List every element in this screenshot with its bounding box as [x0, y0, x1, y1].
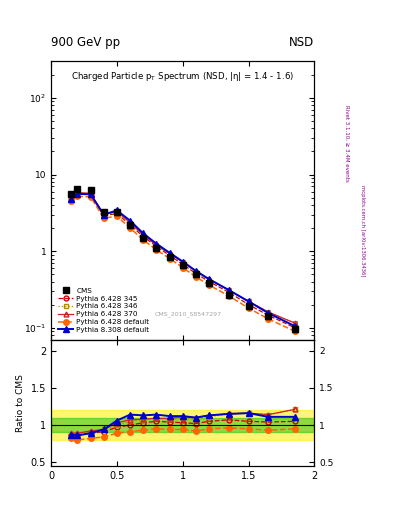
Bar: [51, 418, 314, 433]
Text: Charged Particle $\mathregular{p_T}$ Spectrum (NSD, $\mathregular{|\eta|}$ = 1.4: Charged Particle $\mathregular{p_T}$ Spe…: [71, 70, 294, 83]
Text: CMS_2010_S8547297: CMS_2010_S8547297: [154, 312, 222, 317]
Text: NSD: NSD: [289, 36, 314, 49]
Text: mcplots.cern.ch [arXiv:1306.3436]: mcplots.cern.ch [arXiv:1306.3436]: [360, 185, 365, 276]
Y-axis label: Ratio to CMS: Ratio to CMS: [16, 374, 25, 432]
Text: Rivet 3.1.10, ≥ 3.4M events: Rivet 3.1.10, ≥ 3.4M events: [344, 105, 349, 182]
Bar: [51, 410, 314, 440]
Legend: CMS, Pythia 6.428 345, Pythia 6.428 346, Pythia 6.428 370, Pythia 6.428 default,: CMS, Pythia 6.428 345, Pythia 6.428 346,…: [55, 285, 152, 336]
Text: 900 GeV pp: 900 GeV pp: [51, 36, 120, 49]
